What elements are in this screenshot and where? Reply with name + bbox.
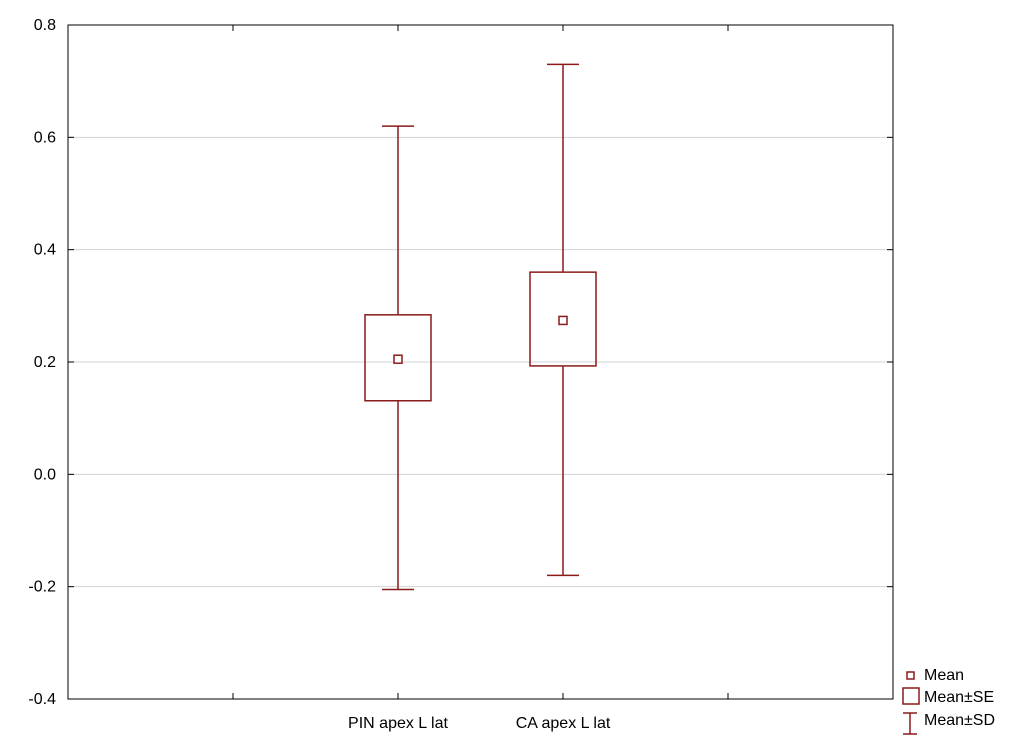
x-category-label: CA apex L lat <box>516 715 611 732</box>
legend: Mean Mean±SE Mean±SD <box>902 667 995 735</box>
x-category-label: PIN apex L lat <box>348 715 448 732</box>
se-box <box>529 271 597 367</box>
y-tick-label: 0.4 <box>34 242 56 259</box>
se-box <box>364 314 432 402</box>
axes: 0.8 0.6 0.4 0.2 0.0 -0.2 -0.4 PIN apex L lat CA … <box>28 17 893 732</box>
legend-mean-icon <box>906 671 915 680</box>
y-tick-label: 0.2 <box>34 354 56 371</box>
y-tick-label: 0.0 <box>34 466 56 483</box>
y-tick-label: 0.8 <box>34 17 56 34</box>
gridlines <box>68 136 893 588</box>
boxes <box>364 63 597 591</box>
legend-label: Mean±SD <box>924 712 995 729</box>
legend-label: Mean <box>924 667 964 684</box>
y-tick-label: -0.2 <box>28 579 56 596</box>
mean-marker <box>393 354 403 364</box>
mean-marker <box>558 315 568 326</box>
y-tick-label: 0.6 <box>34 129 56 146</box>
legend-label: Mean±SE <box>924 689 994 706</box>
y-tick-label: -0.4 <box>28 691 56 708</box>
legend-se-icon <box>902 687 920 705</box>
